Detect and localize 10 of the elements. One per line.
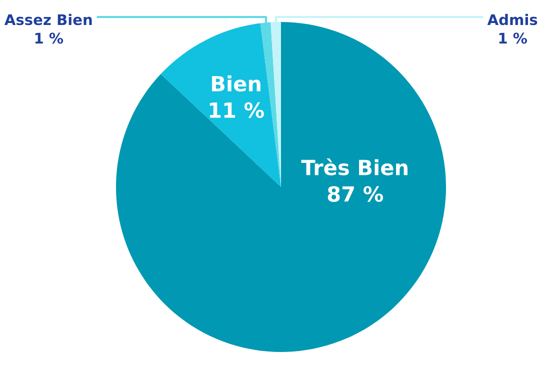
slice-label: Admis — [487, 14, 538, 26]
pie-slice — [160, 23, 282, 187]
slice-label: Bien — [212, 75, 260, 92]
data-label: 1 % — [499, 32, 528, 44]
data-label: 11 % — [210, 102, 264, 118]
data-label: 87 % — [328, 186, 384, 202]
slice-label: Très Bien — [301, 158, 408, 176]
slice-label: Assez Bien — [4, 14, 92, 26]
data-label: 1 % — [35, 32, 64, 44]
pie-slice — [116, 22, 446, 352]
